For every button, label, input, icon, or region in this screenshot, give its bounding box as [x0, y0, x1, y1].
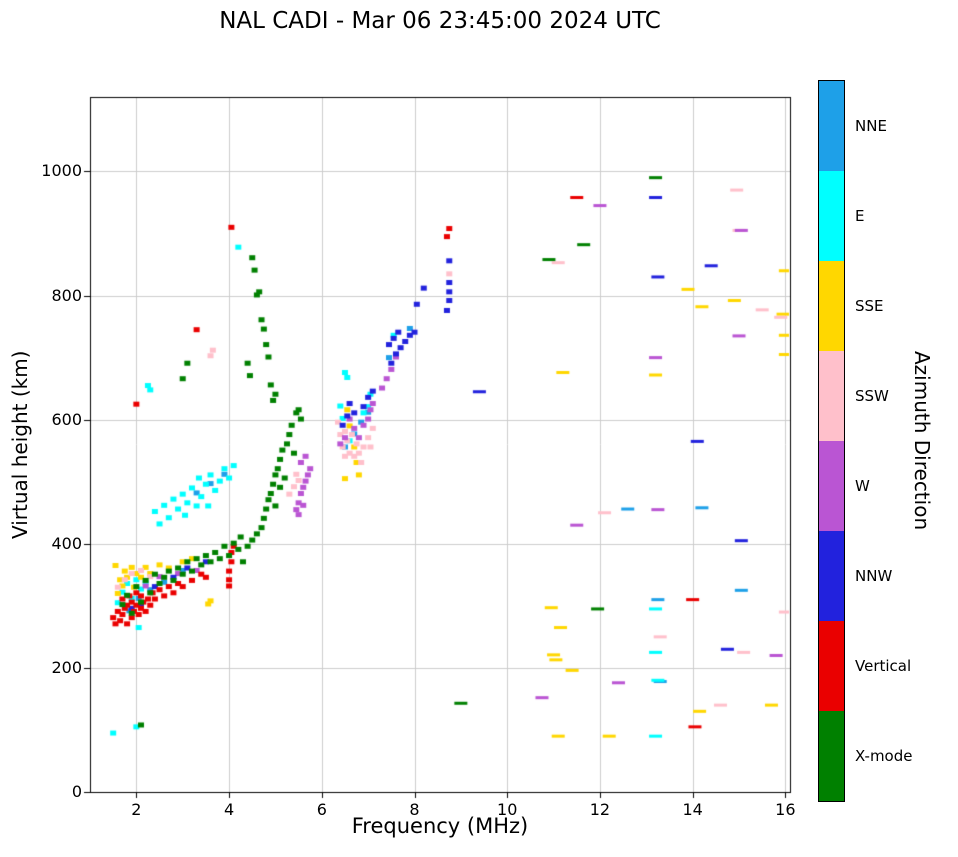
colorbar-label-sse: SSE — [855, 297, 884, 315]
x-tick-label: 4 — [223, 800, 235, 819]
y-tick-label: 600 — [51, 409, 82, 429]
colorbar-label-nnw: NNW — [855, 567, 893, 585]
y-tick-label: 200 — [51, 657, 82, 677]
x-tick-label: 2 — [131, 800, 142, 819]
y-tick-label: 1000 — [41, 161, 82, 181]
colorbar-segment-w — [819, 441, 844, 531]
x-tick-label: 8 — [409, 800, 420, 819]
colorbar-segment-e — [819, 171, 844, 261]
y-tick-label: 0 — [71, 782, 82, 801]
x-tick-label: 12 — [589, 800, 611, 819]
colorbar-label-nne: NNE — [855, 117, 887, 135]
colorbar-segment-ssw — [819, 351, 844, 441]
colorbar-label-w: W — [855, 477, 870, 495]
colorbar — [818, 80, 845, 802]
colorbar-segment-nnw — [819, 531, 844, 621]
colorbar-axis-label: Azimuth Direction — [910, 351, 934, 531]
colorbar-label-e: E — [855, 207, 865, 225]
x-tick-label: 6 — [316, 800, 327, 819]
y-tick-label: 400 — [51, 533, 82, 553]
colorbar-segment-nne — [819, 81, 844, 171]
x-axis-label: Frequency (MHz) — [351, 814, 529, 838]
colorbar-label-x-mode: X-mode — [855, 747, 913, 765]
x-tick-label: 14 — [682, 800, 703, 819]
x-tick-label: 10 — [497, 800, 518, 819]
colorbar-label-vertical: Vertical — [855, 657, 912, 675]
colorbar-label-ssw: SSW — [855, 387, 889, 405]
colorbar-segment-x-mode — [819, 711, 844, 801]
x-tick-label: 16 — [775, 800, 796, 819]
colorbar-segment-vertical — [819, 621, 844, 711]
y-tick-label: 800 — [51, 285, 82, 305]
colorbar-segment-sse — [819, 261, 844, 351]
y-axis-label: Virtual height (km) — [8, 350, 32, 539]
